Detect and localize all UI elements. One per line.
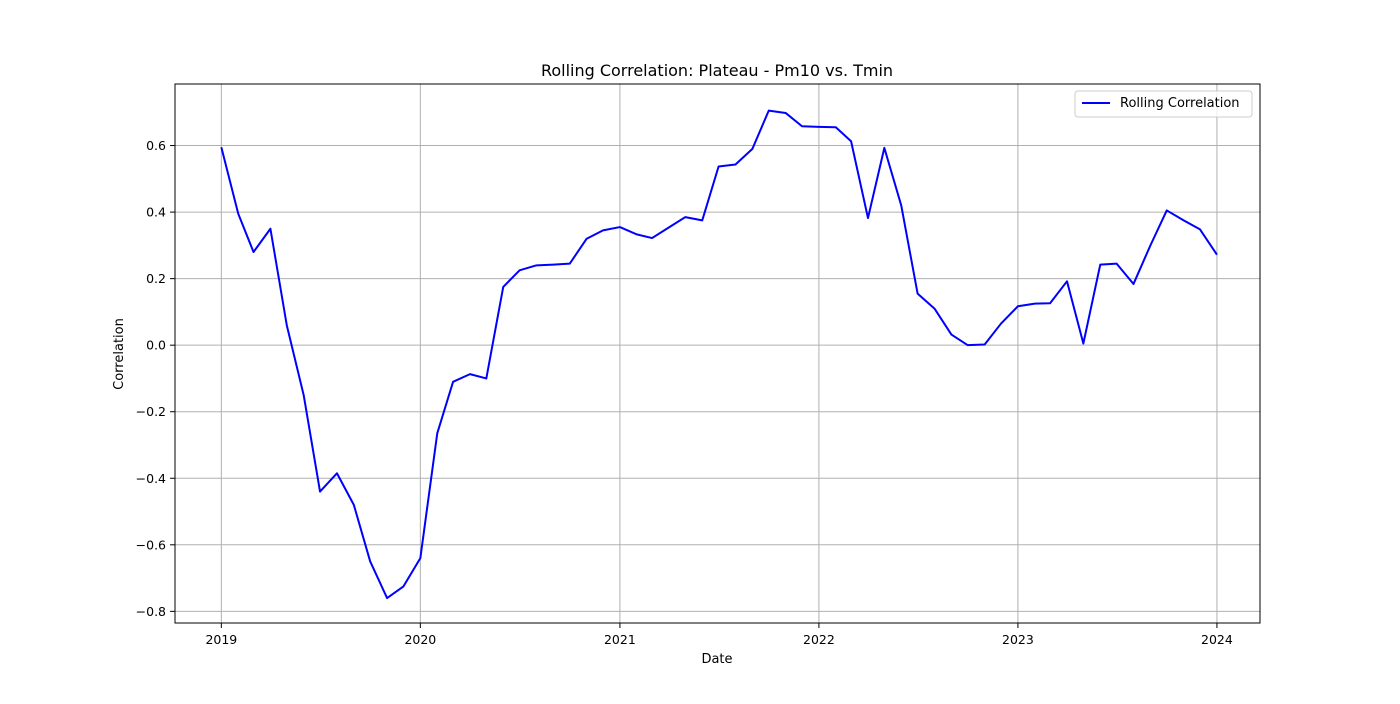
y-tick-label: 0.6 (146, 138, 166, 153)
series-layer (220, 109, 1218, 600)
y-tick-label: −0.8 (136, 604, 166, 619)
plot-frame (174, 83, 1261, 624)
grid-lines (175, 84, 1260, 623)
x-tick-label: 2022 (803, 632, 835, 647)
legend-label: Rolling Correlation (1120, 96, 1240, 111)
series-line-rolling-correlation (220, 109, 1218, 600)
legend: Rolling Correlation (1074, 90, 1253, 118)
y-tick-label: −0.4 (136, 471, 166, 486)
x-axis-label: Date (701, 652, 732, 667)
y-axis-ticks: −0.8 −0.6 −0.4 −0.2 0.0 0.2 0.4 0.6 (136, 138, 175, 619)
legend-box (1074, 90, 1253, 118)
y-tick-label: 0.0 (146, 338, 166, 353)
x-tick-label: 2021 (604, 632, 636, 647)
y-tick-label: 0.4 (146, 205, 166, 220)
x-tick-label: 2020 (404, 632, 436, 647)
y-tick-label: 0.2 (146, 271, 166, 286)
chart-title: Rolling Correlation: Plateau - Pm10 vs. … (541, 61, 893, 80)
y-axis-label: Correlation (112, 318, 127, 390)
y-tick-label: −0.2 (136, 404, 166, 419)
y-tick-label: −0.6 (136, 537, 166, 552)
x-tick-label: 2023 (1002, 632, 1034, 647)
x-tick-label: 2019 (205, 632, 237, 647)
x-tick-label: 2024 (1201, 632, 1233, 647)
x-axis-ticks: 2019 2020 2021 2022 2023 2024 (205, 623, 1233, 647)
